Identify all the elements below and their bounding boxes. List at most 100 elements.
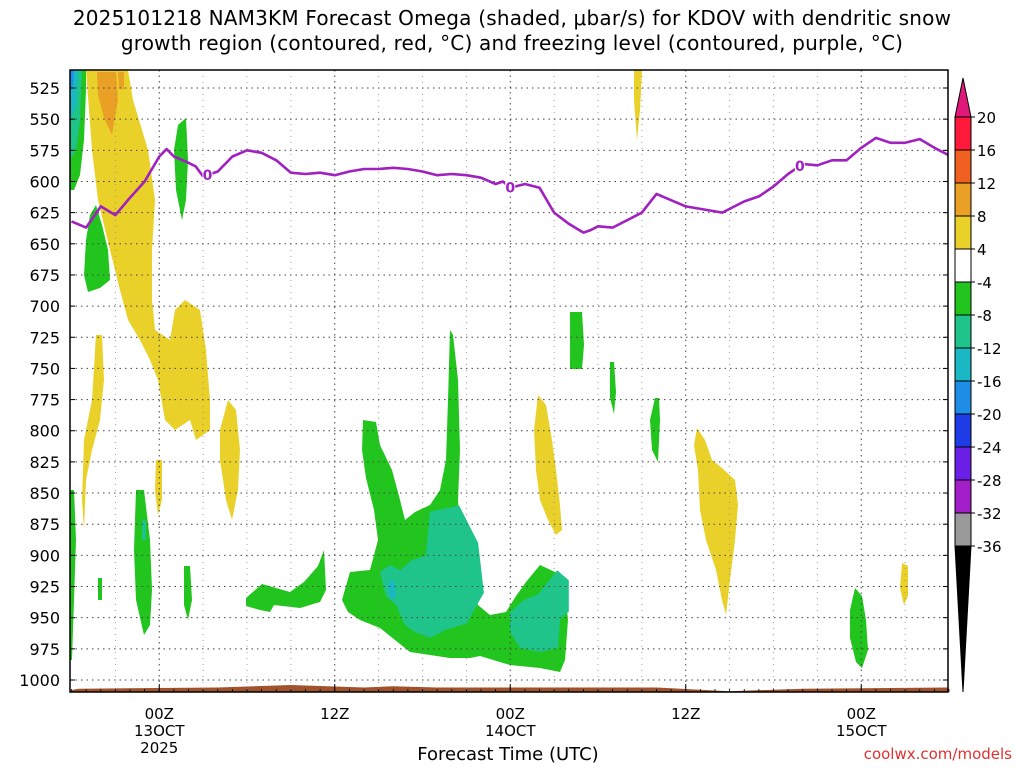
y-tick-label: 850 — [29, 484, 60, 503]
omega-shading-layer — [70, 70, 948, 692]
y-tick-label: 550 — [29, 110, 60, 129]
x-tick-label: 12Z — [320, 705, 349, 723]
omega-sink-right-1 — [534, 395, 562, 535]
x-tick-label: 00Z — [145, 705, 174, 723]
omega-sink-blob-2 — [155, 460, 162, 515]
colorbar-swatch — [954, 413, 972, 448]
colorbar-label: -4 — [977, 274, 992, 292]
y-tick-label: 875 — [29, 515, 60, 534]
y-tick-label: 600 — [29, 172, 60, 191]
colorbar-label: -16 — [977, 373, 1002, 391]
colorbar-label: -12 — [977, 340, 1002, 358]
x-axis-title: Forecast Time (UTC) — [417, 744, 599, 765]
y-tick-label: 650 — [29, 235, 60, 254]
x-tick-label: 14OCT — [485, 722, 536, 740]
colorbar-label: 8 — [977, 208, 987, 226]
omega-sink-blob-1 — [82, 335, 104, 530]
y-tick-label: 925 — [29, 578, 60, 597]
colorbar-label: -20 — [977, 406, 1002, 424]
y-tick-label: 725 — [29, 328, 60, 347]
y-tick-label: 625 — [29, 204, 60, 223]
omega-lift-strip-2 — [134, 490, 152, 635]
freezing-level-label: 0 — [505, 181, 515, 197]
omega-lift-strip-3 — [98, 578, 102, 600]
colorbar-top-arrow — [954, 77, 972, 118]
colorbar-swatch — [954, 116, 972, 151]
y-tick-label: 575 — [29, 141, 60, 160]
omega-lift-right-3 — [650, 398, 660, 462]
chart-title-line-2: growth region (contoured, red, °C) and f… — [120, 31, 904, 55]
colorbar-swatch — [954, 479, 972, 514]
colorbar-swatch — [954, 215, 972, 250]
x-tick-label: 12Z — [671, 705, 700, 723]
omega-lift-strip-2b — [142, 520, 146, 540]
colorbar-label: 20 — [977, 109, 996, 127]
colorbar-label: -32 — [977, 505, 1002, 523]
x-tick-label: 15OCT — [836, 722, 887, 740]
omega-sink-right-3 — [900, 563, 908, 605]
colorbar-swatch — [954, 380, 972, 415]
y-tick-label: 900 — [29, 546, 60, 565]
y-tick-label: 700 — [29, 297, 60, 316]
freezing-level-label: 0 — [203, 168, 213, 184]
y-tick-label: 750 — [29, 359, 60, 378]
colorbar-swatch — [954, 347, 972, 382]
omega-sink-left-core — [97, 72, 118, 135]
colorbar-swatch — [954, 182, 972, 217]
colorbar-bottom-arrow — [954, 545, 972, 693]
y-tick-label: 825 — [29, 453, 60, 472]
chart-title-line-1: 2025101218 NAM3KM Forecast Omega (shaded… — [72, 6, 952, 30]
freezing-label-bg — [505, 179, 516, 195]
y-tick-label: 950 — [29, 609, 60, 628]
y-tick-label: 1000 — [19, 671, 60, 690]
axes-layer: 525 550 575 600 625 650 675 700 725 750 775 800 825 8… — [19, 79, 950, 757]
x-tick-label: 00Z — [847, 705, 876, 723]
freezing-level-layer: 0 0 0 — [70, 136, 948, 234]
x-tick-label: 2025 — [140, 739, 178, 757]
omega-lift-strip-1 — [70, 490, 76, 660]
freezing-label-bg — [202, 166, 213, 182]
colorbar-swatch — [954, 314, 972, 349]
omega-sink-blob-3 — [220, 400, 240, 520]
plot-frame — [69, 69, 949, 693]
omega-lift-right-1 — [570, 312, 584, 369]
omega-lift-blob-left — [84, 205, 110, 292]
colorbar-swatch — [954, 149, 972, 184]
omega-lift-teal-3 — [388, 580, 396, 600]
y-tick-label: 525 — [29, 79, 60, 98]
x-tick-label: 00Z — [496, 705, 525, 723]
colorbar-swatch — [954, 281, 972, 316]
omega-region-lift-core-b — [517, 570, 569, 631]
colorbar-label: -24 — [977, 439, 1002, 457]
omega-lift-blob-top — [174, 118, 188, 220]
y-tick-label: 975 — [29, 640, 60, 659]
omega-lift-central — [246, 550, 326, 612]
freezing-label-bg — [794, 158, 805, 174]
colorbar-label: -28 — [977, 472, 1002, 490]
colorbar-label: 16 — [977, 142, 996, 160]
colorbar-swatch — [954, 446, 972, 481]
omega-lift-strip-4 — [184, 566, 192, 620]
y-tick-label: 800 — [29, 422, 60, 441]
omega-sink-left-upper — [86, 70, 210, 440]
omega-sink-right-2 — [694, 428, 738, 615]
colorbar: 20 16 12 8 4 -4 -8 -12 -16 -20 -24 -28 -32 -36 — [954, 77, 1002, 693]
omega-lift-right-2 — [610, 362, 616, 414]
colorbar-label: -36 — [977, 538, 1002, 556]
colorbar-label: 4 — [977, 241, 987, 259]
omega-sink-left-streak — [118, 72, 124, 90]
colorbar-label: 12 — [977, 175, 996, 193]
y-tick-label: 775 — [29, 391, 60, 410]
omega-lift-right-4 — [850, 588, 868, 668]
gridlines — [70, 70, 948, 692]
colorbar-label: -8 — [977, 307, 992, 325]
y-tick-label: 675 — [29, 266, 60, 285]
omega-sink-top-right — [634, 70, 642, 140]
freezing-level-label: 0 — [795, 159, 805, 175]
x-tick-label: 13OCT — [134, 722, 185, 740]
colorbar-swatch — [954, 248, 972, 283]
omega-region-lift-core-a — [422, 505, 484, 628]
colorbar-swatch — [954, 512, 972, 547]
credit-text[interactable]: coolwx.com/models — [863, 745, 1012, 763]
